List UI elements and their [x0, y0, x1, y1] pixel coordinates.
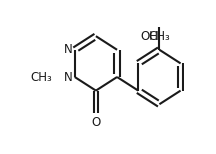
Text: CH₃: CH₃ [30, 71, 52, 83]
Text: N: N [64, 71, 72, 83]
Text: O: O [91, 116, 100, 129]
Text: N: N [64, 43, 72, 56]
Text: OH: OH [141, 30, 159, 43]
Text: CH₃: CH₃ [149, 30, 170, 43]
